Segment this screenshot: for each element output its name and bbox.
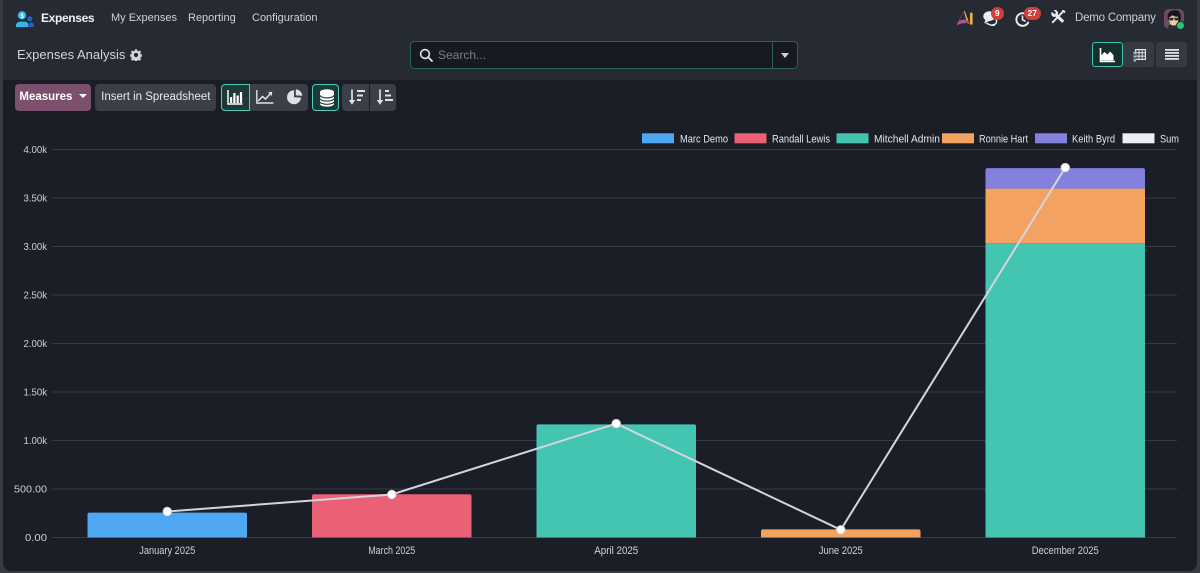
svg-text:1.50k: 1.50k bbox=[24, 387, 48, 399]
svg-text:Ronnie Hart: Ronnie Hart bbox=[979, 134, 1028, 146]
svg-text:April 2025: April 2025 bbox=[594, 545, 638, 557]
svg-text:Randall Lewis: Randall Lewis bbox=[772, 134, 830, 146]
svg-text:January 2025: January 2025 bbox=[139, 545, 195, 557]
svg-text:3.50k: 3.50k bbox=[24, 193, 48, 205]
svg-text:3.00k: 3.00k bbox=[24, 241, 48, 253]
svg-text:$: $ bbox=[20, 13, 24, 20]
svg-text:4.00k: 4.00k bbox=[24, 144, 48, 156]
svg-text:2.50k: 2.50k bbox=[24, 290, 48, 302]
svg-text:0.00: 0.00 bbox=[25, 532, 47, 544]
svg-text:Mitchell Admin: Mitchell Admin bbox=[874, 134, 940, 146]
svg-text:1.00k: 1.00k bbox=[24, 435, 48, 447]
svg-text:Keith Byrd: Keith Byrd bbox=[1072, 134, 1115, 146]
svg-text:Sum: Sum bbox=[1160, 134, 1179, 146]
svg-text:June 2025: June 2025 bbox=[819, 545, 863, 557]
svg-text:500.00: 500.00 bbox=[14, 484, 47, 496]
svg-text:Marc Demo: Marc Demo bbox=[680, 134, 728, 146]
svg-text:December 2025: December 2025 bbox=[1032, 545, 1099, 557]
svg-text:March 2025: March 2025 bbox=[368, 545, 415, 557]
svg-text:2.00k: 2.00k bbox=[24, 338, 48, 350]
